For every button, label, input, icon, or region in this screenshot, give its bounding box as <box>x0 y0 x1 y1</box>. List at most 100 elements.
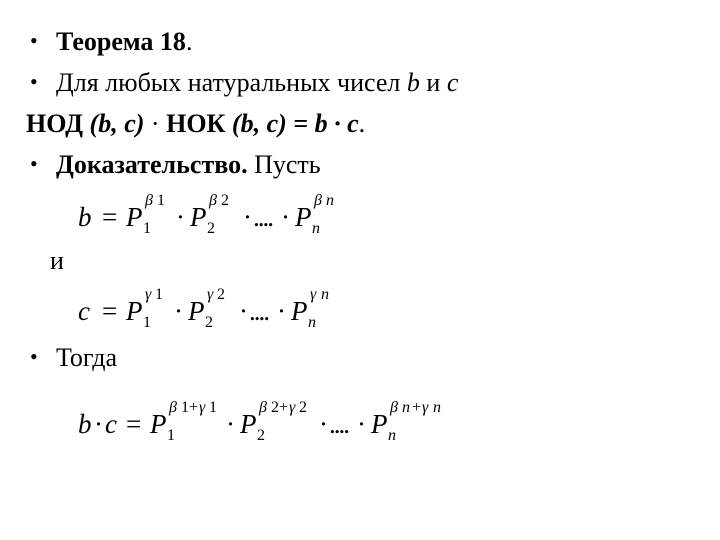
nok-label: НОК <box>166 109 232 138</box>
fb-Pn: P <box>295 202 312 233</box>
fbc-d3: · <box>357 409 366 440</box>
nok-args-c: , c) <box>254 109 294 138</box>
fc-Pns: n <box>308 314 316 332</box>
bullet-theorem: Теорема 18. <box>30 24 690 59</box>
fc-g2s: 2 <box>217 286 225 304</box>
fc-d3: · <box>277 296 286 327</box>
fbc-e2b: β <box>259 399 267 417</box>
fbc-e2p: + <box>279 399 288 417</box>
fbc-dots: .... <box>329 409 348 440</box>
proof-label: Доказательство. <box>56 150 248 179</box>
fc-d1: · <box>174 296 183 327</box>
fb-bns: n <box>326 192 334 210</box>
forany-mid: и <box>420 68 447 97</box>
fc-d2: · <box>239 296 248 327</box>
fb-b1: β <box>145 192 153 210</box>
proof-text: Доказательство. Пусть <box>56 147 321 182</box>
fbc-e2gs: 2 <box>299 399 307 417</box>
eq-period: . <box>359 109 366 138</box>
bullet-forany: Для любых натуральных чисел b и c <box>30 65 690 100</box>
fbc-P1: P <box>150 409 167 440</box>
fb-d1: · <box>176 202 185 233</box>
fb-d2: · <box>243 202 252 233</box>
forany-text: Для любых натуральных чисел b и c <box>56 65 458 100</box>
fc-P1: P <box>126 296 143 327</box>
fc-P1s: 1 <box>143 314 151 332</box>
fc-P2: P <box>188 296 205 327</box>
fb-P1s: 1 <box>143 220 151 238</box>
eq-bc: = b · c <box>293 109 358 138</box>
fb-eq: = <box>102 202 117 233</box>
bullet-dot-icon <box>30 151 56 177</box>
fb-b2s: 2 <box>221 192 229 210</box>
fbc-P1s: 1 <box>167 427 175 445</box>
nok-args-open: (b <box>232 109 254 138</box>
nod-args-c: , c) <box>111 109 151 138</box>
then-text: Тогда <box>56 340 117 375</box>
fb-lhs: b <box>78 202 92 233</box>
formula-bc: b · c = P 1 β 1 + γ 1 · P 2 β 2 + γ 2 · … <box>78 397 690 445</box>
fbc-e1g: γ <box>199 399 205 417</box>
forany-c: c <box>447 68 459 97</box>
and-line: и <box>50 246 690 276</box>
fc-g1: γ <box>145 286 151 304</box>
fbc-eq: = <box>126 409 141 440</box>
fc-P2s: 2 <box>205 314 213 332</box>
fc-Pn: P <box>291 296 308 327</box>
formula-c: c = P 1 γ 1 · P 2 γ 2 · .... · P n γ n <box>78 284 690 332</box>
fc-eq: = <box>102 296 117 327</box>
fbc-P2s: 2 <box>257 427 265 445</box>
fbc-e1gs: 1 <box>209 399 217 417</box>
fb-bn: β <box>314 192 322 210</box>
bullet-proof: Доказательство. Пусть <box>30 147 690 182</box>
fc-gn: γ <box>310 286 316 304</box>
fbc-e1bs: 1 <box>181 399 189 417</box>
forany-pre: Для любых натуральных чисел <box>56 68 407 97</box>
fbc-d2: · <box>319 409 328 440</box>
fbc-engs: n <box>433 399 441 417</box>
formula-b: b = P 1 β 1 · P 2 β 2 · .... · P n β n <box>78 190 690 238</box>
theorem-period: . <box>186 27 193 56</box>
gcd-lcm-text: НОД (b, c) · НОК (b, c) = b · c. <box>26 106 365 141</box>
forany-b: b <box>407 68 420 97</box>
bullet-dot-icon <box>30 28 56 54</box>
fbc-e1b: β <box>169 399 177 417</box>
proof-tail: Пусть <box>248 150 321 179</box>
bullet-dot-icon <box>30 69 56 95</box>
fbc-Pn: P <box>371 409 388 440</box>
theorem-label: Теорема 18 <box>56 27 186 56</box>
fc-lhs: c <box>78 296 90 327</box>
fbc-c: c <box>105 409 117 440</box>
fb-P2s: 2 <box>207 220 215 238</box>
fc-g2: γ <box>207 286 213 304</box>
fb-dots: .... <box>253 202 272 233</box>
nod-args-open: (b <box>90 109 112 138</box>
bullet-dot-icon <box>30 344 56 370</box>
fbc-enb: β <box>390 399 398 417</box>
fbc-b: b <box>78 409 92 440</box>
slide-root: Теорема 18. Для любых натуральных чисел … <box>0 0 720 540</box>
fbc-e1p: + <box>189 399 198 417</box>
fbc-enp: + <box>412 399 421 417</box>
fb-b2: β <box>209 192 217 210</box>
fc-gns: n <box>321 286 329 304</box>
fb-P1: P <box>126 202 143 233</box>
fc-dots: .... <box>249 296 268 327</box>
fbc-e2g: γ <box>289 399 295 417</box>
dot-1: · <box>151 109 166 138</box>
fbc-dot0: · <box>94 409 103 440</box>
fbc-e2bs: 2 <box>271 399 279 417</box>
fb-b1s: 1 <box>157 192 165 210</box>
gcd-lcm-line: НОД (b, c) · НОК (b, c) = b · c. <box>26 106 690 141</box>
theorem-text: Теорема 18. <box>56 24 192 59</box>
fbc-Pns: n <box>388 427 396 445</box>
bullet-then: Тогда <box>30 340 690 375</box>
nod-label: НОД <box>26 109 90 138</box>
fbc-P2: P <box>240 409 257 440</box>
fbc-enbs: n <box>402 399 410 417</box>
fb-P2: P <box>190 202 207 233</box>
fb-Pns: n <box>312 220 320 238</box>
fbc-eng: γ <box>422 399 428 417</box>
fc-g1s: 1 <box>155 286 163 304</box>
fbc-d1: · <box>226 409 235 440</box>
